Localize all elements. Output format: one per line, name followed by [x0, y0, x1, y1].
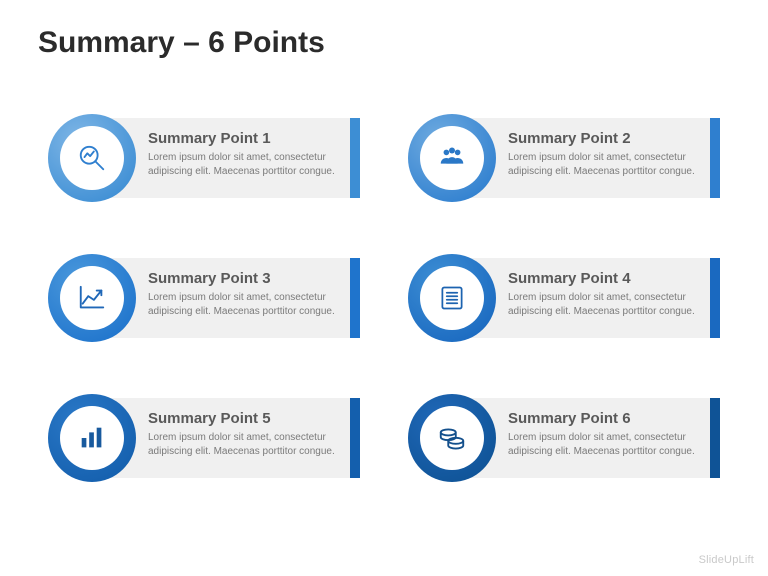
watermark: SlideUpLift [699, 554, 754, 566]
summary-card: Summary Point 1 Lorem ipsum dolor sit am… [48, 108, 360, 208]
point-title: Summary Point 2 [508, 130, 698, 147]
icon-badge-inner [60, 266, 124, 330]
icon-badge [408, 254, 496, 342]
summary-card: Summary Point 5 Lorem ipsum dolor sit am… [48, 388, 360, 488]
bar-chart-icon [77, 423, 107, 453]
points-grid: Summary Point 1 Lorem ipsum dolor sit am… [48, 108, 720, 488]
point-body: Lorem ipsum dolor sit amet, consectetur … [148, 431, 338, 458]
icon-badge [48, 254, 136, 342]
coins-icon [437, 423, 467, 453]
accent-stripe [350, 118, 360, 198]
accent-stripe [710, 398, 720, 478]
point-body: Lorem ipsum dolor sit amet, consectetur … [508, 151, 698, 178]
team-icon [437, 143, 467, 173]
point-title: Summary Point 5 [148, 410, 338, 427]
point-body: Lorem ipsum dolor sit amet, consectetur … [508, 431, 698, 458]
icon-badge [408, 114, 496, 202]
icon-badge-inner [420, 266, 484, 330]
icon-badge [48, 114, 136, 202]
icon-badge-inner [60, 406, 124, 470]
summary-card: Summary Point 4 Lorem ipsum dolor sit am… [408, 248, 720, 348]
point-body: Lorem ipsum dolor sit amet, consectetur … [148, 151, 338, 178]
accent-stripe [710, 258, 720, 338]
point-body: Lorem ipsum dolor sit amet, consectetur … [148, 291, 338, 318]
summary-card: Summary Point 3 Lorem ipsum dolor sit am… [48, 248, 360, 348]
icon-badge [408, 394, 496, 482]
point-title: Summary Point 3 [148, 270, 338, 287]
icon-badge [48, 394, 136, 482]
list-board-icon [438, 284, 466, 312]
summary-card: Summary Point 2 Lorem ipsum dolor sit am… [408, 108, 720, 208]
summary-card: Summary Point 6 Lorem ipsum dolor sit am… [408, 388, 720, 488]
accent-stripe [350, 398, 360, 478]
icon-badge-inner [420, 406, 484, 470]
icon-badge-inner [60, 126, 124, 190]
point-title: Summary Point 1 [148, 130, 338, 147]
point-body: Lorem ipsum dolor sit amet, consectetur … [508, 291, 698, 318]
point-title: Summary Point 6 [508, 410, 698, 427]
search-analytics-icon [77, 143, 107, 173]
accent-stripe [710, 118, 720, 198]
point-title: Summary Point 4 [508, 270, 698, 287]
page-title: Summary – 6 Points [38, 26, 325, 60]
growth-chart-icon [77, 283, 107, 313]
accent-stripe [350, 258, 360, 338]
icon-badge-inner [420, 126, 484, 190]
